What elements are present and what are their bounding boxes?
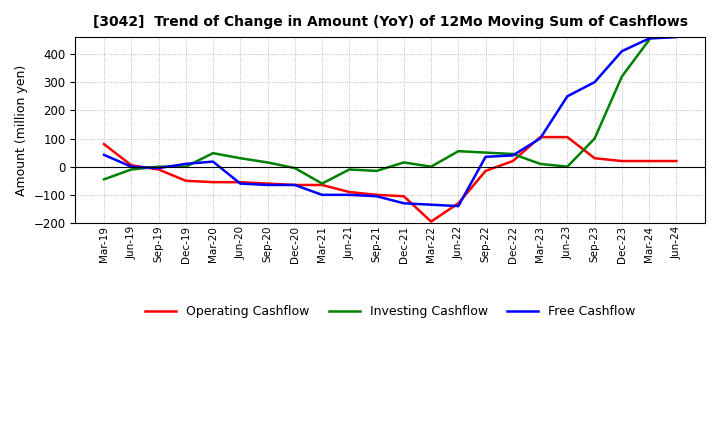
Free Cashflow [536,136,544,141]
Investing Cashflow [481,150,490,155]
Investing Cashflow [127,167,135,172]
Operating Cashflow [400,194,408,199]
Free Cashflow [454,203,463,209]
Operating Cashflow [508,158,517,164]
Free Cashflow [264,182,272,187]
Operating Cashflow [481,168,490,173]
Investing Cashflow [209,150,217,156]
Free Cashflow [290,182,299,187]
Operating Cashflow [209,180,217,185]
Investing Cashflow [99,177,108,182]
Operating Cashflow [127,163,135,168]
Operating Cashflow [672,158,680,164]
Free Cashflow [427,202,436,207]
Line: Operating Cashflow: Operating Cashflow [104,137,676,222]
Operating Cashflow [290,182,299,187]
Y-axis label: Amount (million yen): Amount (million yen) [15,64,28,196]
Operating Cashflow [645,158,654,164]
Investing Cashflow [372,168,381,173]
Free Cashflow [372,194,381,199]
Investing Cashflow [345,167,354,172]
Free Cashflow [481,154,490,159]
Investing Cashflow [536,161,544,166]
Free Cashflow [400,201,408,206]
Legend: Operating Cashflow, Investing Cashflow, Free Cashflow: Operating Cashflow, Investing Cashflow, … [140,300,640,323]
Operating Cashflow [154,167,163,172]
Free Cashflow [645,36,654,41]
Investing Cashflow [454,149,463,154]
Operating Cashflow [427,219,436,224]
Line: Free Cashflow: Free Cashflow [104,37,676,206]
Investing Cashflow [290,165,299,171]
Operating Cashflow [99,142,108,147]
Free Cashflow [590,80,599,85]
Free Cashflow [154,165,163,171]
Operating Cashflow [618,158,626,164]
Free Cashflow [209,159,217,164]
Free Cashflow [127,164,135,169]
Investing Cashflow [181,164,190,169]
Free Cashflow [345,192,354,198]
Free Cashflow [236,181,245,186]
Investing Cashflow [508,151,517,157]
Investing Cashflow [563,164,572,169]
Investing Cashflow [645,37,654,43]
Operating Cashflow [318,182,326,187]
Free Cashflow [508,153,517,158]
Investing Cashflow [318,181,326,186]
Operating Cashflow [590,156,599,161]
Investing Cashflow [427,164,436,169]
Free Cashflow [618,48,626,54]
Investing Cashflow [618,74,626,79]
Free Cashflow [318,192,326,198]
Investing Cashflow [590,136,599,141]
Title: [3042]  Trend of Change in Amount (YoY) of 12Mo Moving Sum of Cashflows: [3042] Trend of Change in Amount (YoY) o… [93,15,688,29]
Investing Cashflow [264,160,272,165]
Investing Cashflow [236,156,245,161]
Free Cashflow [181,161,190,166]
Operating Cashflow [264,181,272,186]
Free Cashflow [99,152,108,158]
Operating Cashflow [345,189,354,194]
Operating Cashflow [536,135,544,140]
Operating Cashflow [454,201,463,206]
Operating Cashflow [236,180,245,185]
Investing Cashflow [400,160,408,165]
Line: Investing Cashflow: Investing Cashflow [104,40,649,183]
Operating Cashflow [372,192,381,198]
Operating Cashflow [181,178,190,183]
Investing Cashflow [154,164,163,169]
Free Cashflow [672,34,680,40]
Free Cashflow [563,94,572,99]
Operating Cashflow [563,135,572,140]
